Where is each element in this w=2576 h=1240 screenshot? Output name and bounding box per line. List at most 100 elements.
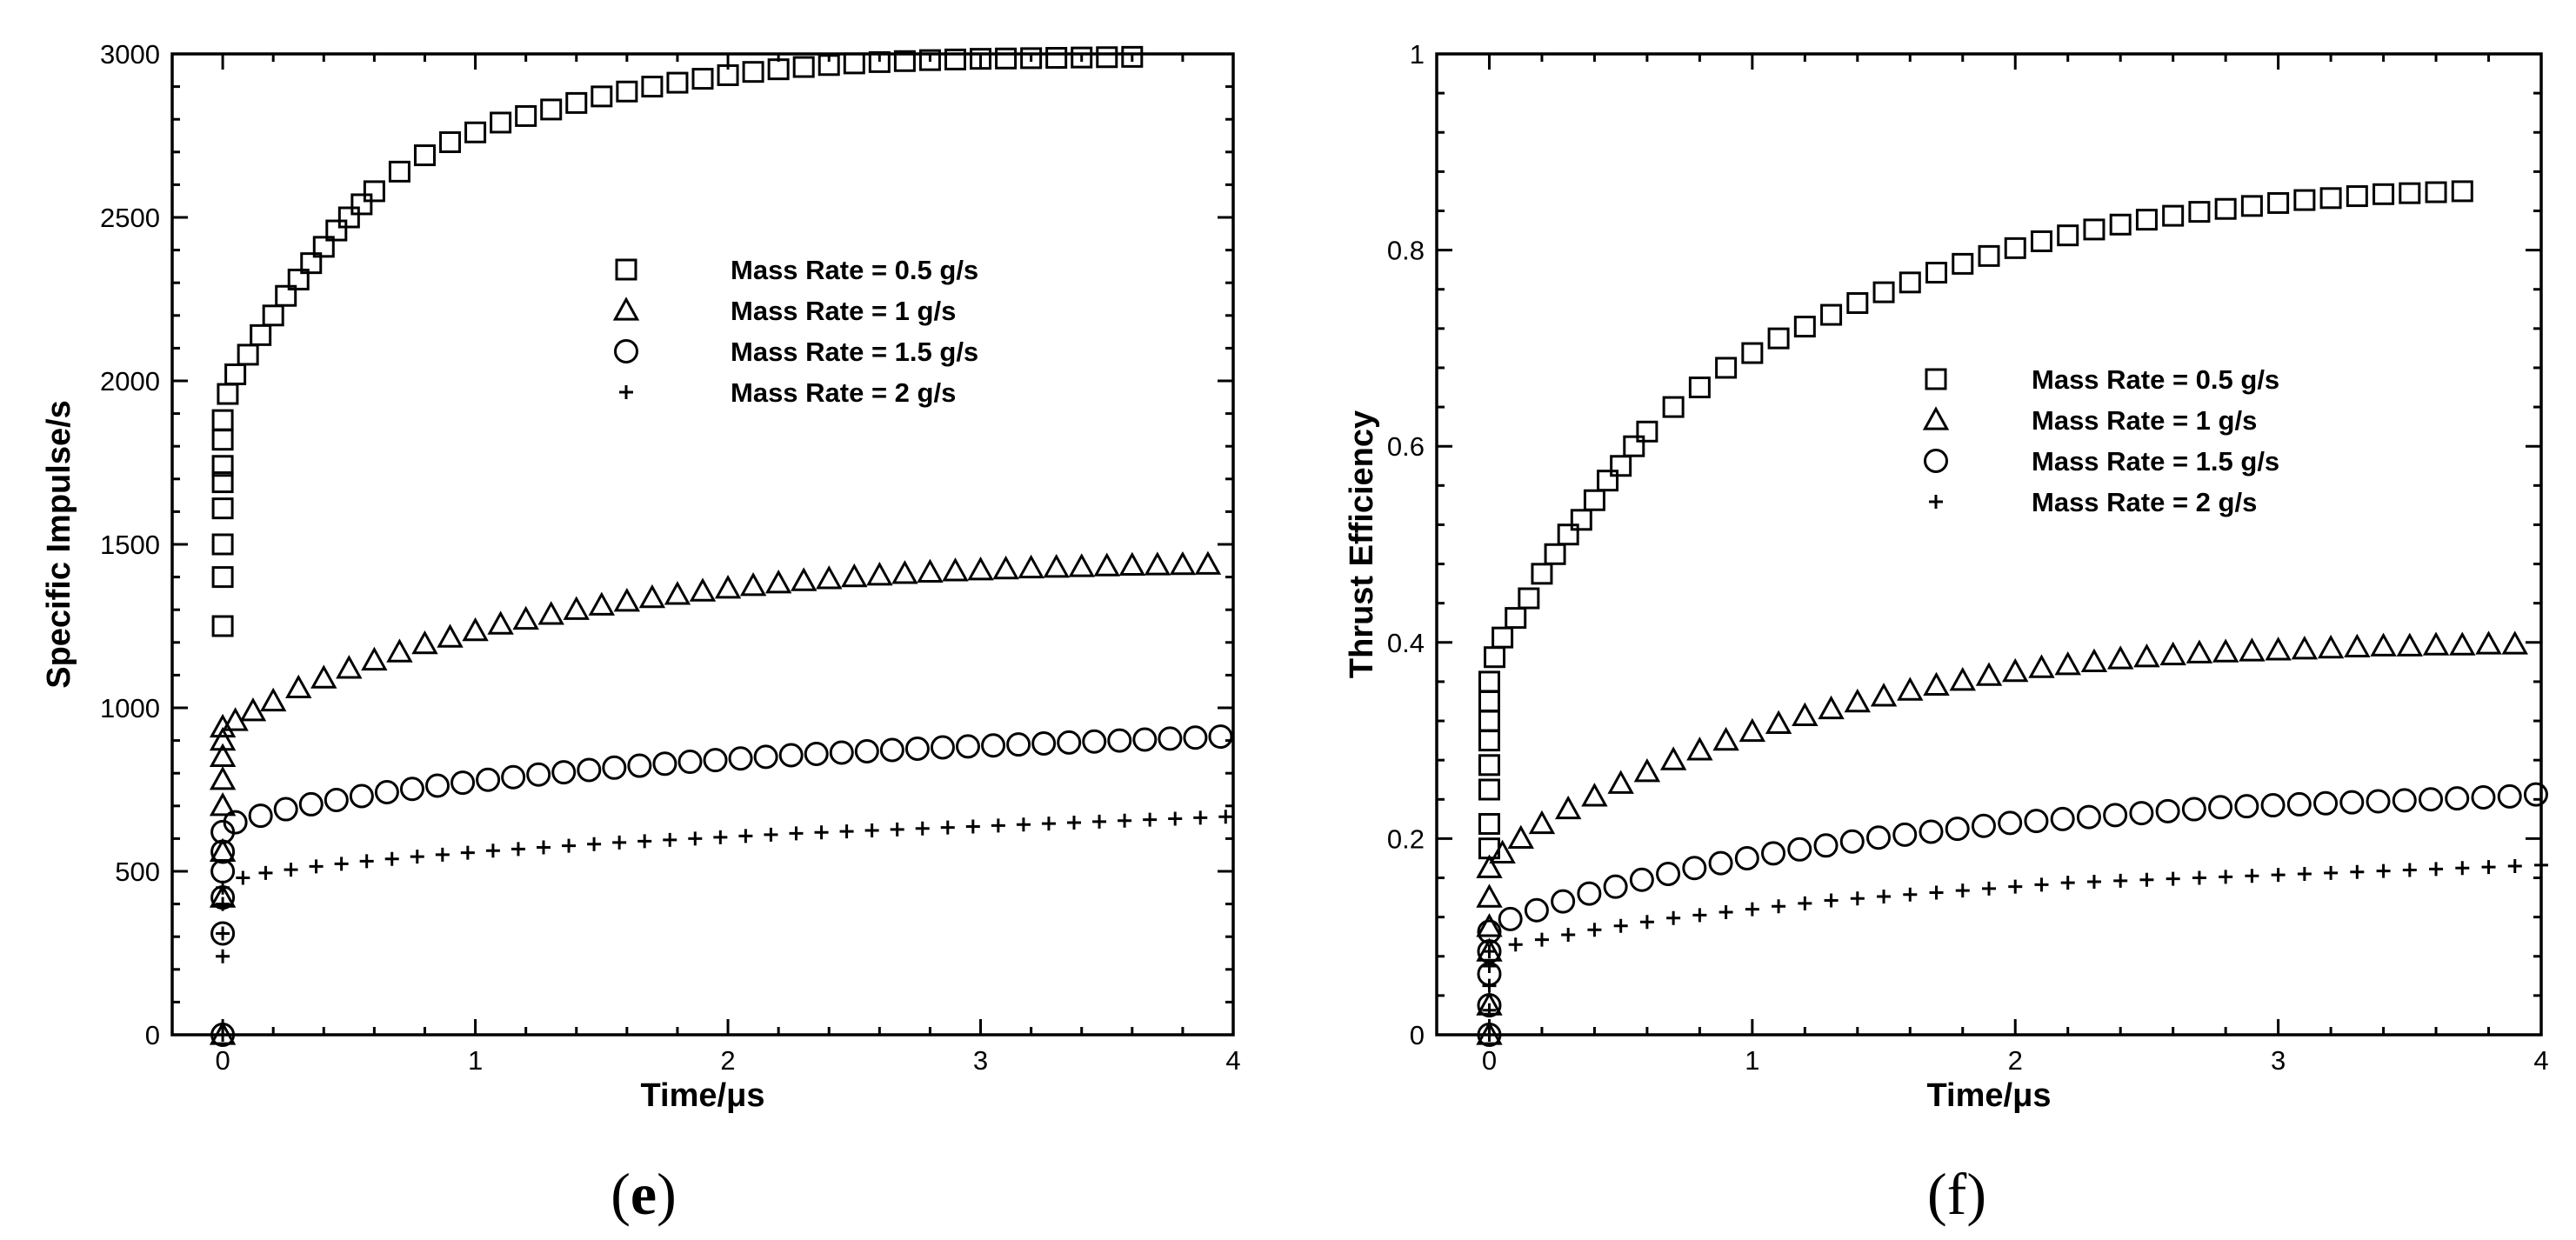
panel-f-series-0-point [1478,812,1500,835]
panel-f-series-2-point [1919,819,1944,844]
panel-f-series-0-point [2240,195,2263,217]
panel-f-series-2-point [1971,813,1996,838]
panel-f-series-3-point [1877,889,1892,903]
panel-f-series-2-point [1866,825,1891,850]
panel-e-series-2-point [652,751,677,777]
panel-f-series-1-point [2212,638,2239,663]
panel-f-series-0-point [1662,396,1685,418]
panel-e-series-0-point [666,71,689,94]
panel-f-xtick-label: 0 [1482,1045,1497,1076]
panel-e-series-0-point [350,193,373,216]
panel-f-series-2-point [2313,790,2339,816]
panel-f-series-2-point [2208,795,2233,820]
panel-e-series-0-point [893,50,916,72]
panel-e-series-1-point [1043,553,1070,578]
panel-f-series-1-point [1844,688,1872,713]
panel-f-series-2-point [2392,788,2417,813]
panel-f-series-2-point [2471,785,2496,810]
panel-f-series-2-point [2523,782,2548,807]
panel-f-series-1-point [1476,883,1503,908]
panel-f-series-2-point [1813,833,1839,858]
panel-f-series-2-point [1998,810,2023,836]
panel-e-series-1-point [487,610,514,635]
panel-e-series-3-point [738,829,753,843]
panel-f-series-3-point [1482,1028,1497,1042]
panel-e-ytick-label: 3000 [100,39,160,70]
panel-e-legend-label-2: Mass Rate = 1.5 g/s [731,337,978,367]
panel-f-series-2-point [2366,789,2391,814]
panel-f-series-1-point [2239,637,2266,662]
panel-f-series-1-point [2422,631,2450,656]
panel-f-series-1-point [1712,726,1739,751]
panel-e-series-2-point [501,764,526,790]
panel-f-series-3-point [1929,885,1944,900]
panel-e-series-0-point [262,304,284,327]
panel-f-series-3-point [2324,865,2339,880]
panel-e-series-3-point [1016,817,1031,832]
panel-e-series-1-point [841,563,868,588]
panel-f-series-1-point [1818,695,1845,720]
panel-f-series-3-point [1955,883,1970,898]
panel-f-series-1-point [1923,671,1950,697]
panel-e-legend-marker-1 [612,297,640,321]
panel-f-legend-label-1: Mass Rate = 1 g/s [2032,405,2257,436]
panel-f-series-1-point [2186,639,2213,663]
panel-f-series-0-point [1583,489,1605,511]
panel-e-series-3-point [713,830,728,844]
panel-e-ytick-label: 1500 [100,530,160,560]
panel-f-series-1-point [1554,795,1582,820]
panel-f-series-3-point [2166,871,2180,886]
panel-f-series-3-point [1982,881,1996,896]
panel-f-series-1-point [2449,631,2476,656]
panel-e-series-2-point [728,746,753,771]
panel-f-series-0-point [1623,435,1645,457]
panel-e-series-0-point [211,455,234,477]
panel-e-series-1-point [891,560,918,584]
panel-f-series-2-point [2181,797,2206,822]
panel-e-series-1-point [209,713,237,738]
panel-f-series-3-point [2297,867,2312,882]
panel-f-series-1-point [1507,824,1534,850]
panel-f-series-0-point [1505,607,1527,630]
panel-e-series-0-point [211,615,234,637]
panel-e-series-3-point [1218,810,1233,824]
panel-e-series-0-point [540,98,563,121]
panel-f-series-3-point [2008,879,2023,894]
panel-f-series-0-point [2451,180,2473,203]
panel-e-series-2-point [879,737,904,763]
panel-e-series-0-point [490,111,512,134]
panel-e-series-2-point [1031,730,1057,756]
panel-f-series-0-point [2399,182,2421,204]
panel-f-series-2-point [2419,787,2443,812]
panel-e-series-2-point [1158,726,1183,751]
panel-f-legend-label-0: Mass Rate = 0.5 g/s [2032,364,2279,395]
panel-f-series-0-point [1478,670,1500,693]
panel-f-series-0-point [2214,197,2237,220]
panel-f-series-0-point [1478,710,1500,732]
panel-e-series-0-point [995,47,1018,70]
panel-e-series-3-point [562,838,577,853]
panel-e-series-0-point [312,236,335,258]
panel-f-series-2-point [1551,889,1576,914]
panel-f-series-0-point [1899,271,1921,294]
panel-f-series-0-point [1952,252,1974,275]
panel-f-series-2-point [2286,791,2312,817]
panel-f-series-0-point [1478,730,1500,752]
panel-e-plot-frame [170,52,1235,1037]
panel-e-series-0-point [211,471,234,494]
panel-e-series-0-point [868,50,891,73]
panel-e-y-axis-title: Specific Impulse/s [41,400,77,689]
panel-f-series-3-point [1639,915,1654,930]
panel-e-series-1-point [512,605,539,630]
panel-f-series-2-point [1577,881,1602,906]
panel-f-series-2-point [2445,786,2470,811]
panel-f-series-0-point [2109,213,2132,236]
panel-e-series-0-point [211,566,234,589]
panel-f-series-3-point [1482,1003,1497,1017]
panel-f-series-1-point [1528,810,1556,835]
panel-f-series-1-point [1949,667,1976,691]
panel-f-series-0-point [1688,377,1711,399]
panel-e-series-2-point [476,767,501,792]
panel-e-series-1-point [1093,552,1120,577]
panel-e-series-3-point [789,826,804,841]
